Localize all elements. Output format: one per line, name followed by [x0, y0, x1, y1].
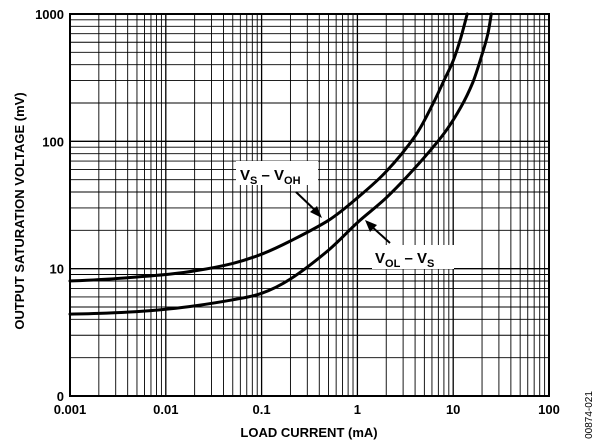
x-tick-label: 0.01 — [153, 402, 178, 417]
x-tick-label: 1 — [354, 402, 361, 417]
y-tick-labels: 0 10 100 1000 — [35, 7, 64, 404]
x-tick-label: 0.1 — [253, 402, 271, 417]
y-tick-label: 1000 — [35, 7, 64, 22]
annotation-vs-voh-text: VS – VOH — [240, 167, 301, 187]
y-tick-label: 10 — [50, 262, 64, 277]
annotation-vol-vs-bg — [372, 245, 454, 269]
series-line-2 — [68, 12, 493, 316]
annotation-vol-vs-text: VOL – VS — [375, 250, 434, 270]
annotation-vol-vs: VOL – VS — [365, 220, 454, 270]
annotation-vol-vs-arrowhead — [365, 220, 377, 232]
series-line-1 — [68, 12, 469, 283]
x-tick-label: 0.001 — [54, 402, 87, 417]
x-tick-label: 10 — [446, 402, 460, 417]
grid — [69, 14, 549, 397]
y-axis-label: OUTPUT SATURATION VOLTAGE (mV) — [12, 92, 27, 329]
annotation-vs-voh-arrowhead — [310, 206, 322, 218]
x-tick-labels: 0.001 0.01 0.1 1 10 100 — [54, 402, 560, 417]
y-tick-label: 100 — [42, 134, 64, 149]
y-tick-label: 0 — [57, 389, 64, 404]
annotation-vs-voh: VS – VOH — [236, 161, 322, 218]
x-tick-label: 100 — [538, 402, 560, 417]
plot-frame — [69, 13, 550, 397]
annotation-vs-voh-bg — [236, 161, 318, 185]
curves — [68, 12, 493, 316]
x-axis-label: LOAD CURRENT (mA) — [240, 425, 377, 440]
figure-id: 00874-021 — [584, 391, 595, 439]
